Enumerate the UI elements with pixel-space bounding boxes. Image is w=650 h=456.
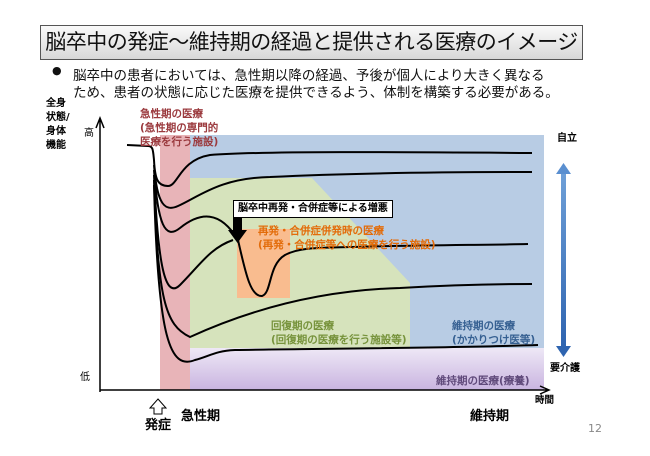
y-axis-low: 低 [80, 372, 90, 383]
x-axis-arrow [100, 385, 551, 395]
y-label-line: 機能 [46, 140, 66, 151]
independence-scale-arrow-icon [556, 163, 571, 357]
recurrence-care-label: 再発・合併症併発時の医療 (再発・合併症等への医療を行う施設) [258, 224, 436, 252]
acute-sub: 医療を行う施設) [140, 136, 219, 148]
y-axis-high: 高 [84, 128, 94, 139]
y-label-line: 身体 [46, 126, 66, 137]
maintenance-phase-label: 維持期 [470, 409, 510, 424]
y-label-line: 状態/ [46, 112, 70, 123]
bullet-icon: ● [52, 64, 62, 77]
course-line-6 [153, 184, 539, 363]
page-number: 12 [588, 422, 602, 435]
course-line-5 [153, 179, 533, 339]
worsening-arrow-icon [228, 218, 247, 243]
independent-label: 自立 [557, 133, 577, 144]
maintenance-title: 維持期の医療 [452, 320, 515, 332]
care-label: 維持期の医療(療養) [436, 375, 530, 387]
course-line-4 [153, 174, 234, 290]
onset-arrow-icon [148, 398, 168, 415]
onset-label: 発症 [145, 418, 172, 433]
course-line-1 [126, 144, 533, 188]
care-required-label: 要介護 [550, 363, 580, 374]
recurrence-sub: (再発・合併症等への医療を行う施設) [258, 239, 436, 251]
y-label-line: 全身 [46, 98, 66, 109]
course-line-3 [153, 169, 529, 297]
page-title: 脳卒中の発症～維持期の経過と提供される医療のイメージ [40, 25, 583, 60]
acute-region [160, 135, 190, 390]
care-region [190, 348, 544, 390]
maintenance-sub: (かかりつけ医等) [452, 334, 536, 346]
y-axis-arrow [95, 115, 105, 392]
y-axis-label: 全身 状態/ 身体 機能 [46, 97, 70, 153]
acute-phase-label: 急性期 [181, 409, 221, 424]
recovery-sub: (回復期の医療を行う施設等) [271, 334, 407, 346]
recurrence-region [237, 229, 290, 298]
x-axis-label: 時間 [535, 395, 555, 406]
recovery-title: 回復期の医療 [271, 320, 334, 332]
maintenance-care-label: 維持期の医療 (かかりつけ医等) [452, 319, 535, 347]
recovery-care-label: 回復期の医療 (回復期の医療を行う施設等) [271, 319, 407, 347]
recovery-region [190, 178, 410, 348]
bullet-line-2: ため、患者の状態に応じた医療を提供できるよう、体制を構築する必要がある。 [73, 85, 559, 101]
worsening-callout: 脳卒中再発・合併症等による増悪 [233, 200, 393, 218]
acute-title: 急性期の医療 [140, 108, 203, 120]
bullet-line-1: 脳卒中の患者においては、急性期以降の経過、予後が個人により大きく異なる [73, 68, 545, 84]
acute-sub: (急性期の専門的 [140, 122, 219, 134]
acute-care-label: 急性期の医療 (急性期の専門的 医療を行う施設) [140, 107, 218, 149]
course-line-2 [153, 164, 533, 209]
recurrence-title: 再発・合併症併発時の医療 [258, 225, 384, 237]
